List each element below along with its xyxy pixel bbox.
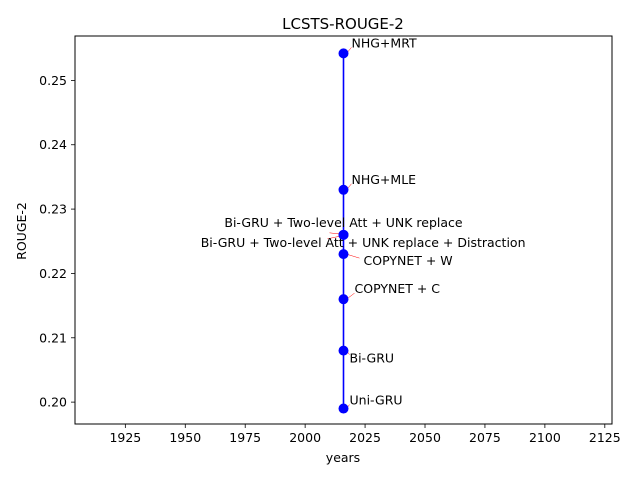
annotation-label: NHG+MRT	[352, 35, 417, 50]
x-tick-label: 1925	[109, 430, 141, 445]
x-tick-label: 2025	[349, 430, 381, 445]
data-point	[338, 229, 349, 240]
y-tick-label: 0.25	[39, 73, 67, 88]
annotation-label: Uni-GRU	[350, 393, 403, 408]
data-point	[338, 294, 349, 305]
y-tick-label: 0.20	[39, 395, 67, 410]
plot-area: 1925 1950 1975 2000 2025 2050 2075 2100 2125 0.20…	[39, 35, 621, 445]
data-point	[338, 345, 349, 356]
annotation-label: NHG+MLE	[352, 172, 417, 187]
x-tick-label: 2050	[409, 430, 441, 445]
data-point	[338, 403, 349, 414]
annotation-label: Bi-GRU	[350, 351, 395, 366]
annotation-label: Bi-GRU + Two-level Att + UNK replace + D…	[201, 235, 526, 250]
x-tick-label: 2100	[529, 430, 561, 445]
y-axis-title: ROUGE-2	[14, 202, 29, 260]
annotation-label: COPYNET + C	[355, 281, 441, 296]
chart-title: LCSTS-ROUGE-2	[282, 15, 404, 33]
y-tick-label: 0.24	[39, 137, 67, 152]
x-tick-label: 1950	[169, 430, 201, 445]
y-tick-label: 0.21	[39, 330, 67, 345]
data-point	[338, 249, 349, 260]
y-tick-label: 0.22	[39, 266, 67, 281]
annotation-arrow	[346, 253, 360, 259]
x-axis-title: years	[326, 450, 360, 465]
data-point	[338, 48, 349, 59]
data-point	[338, 184, 349, 195]
annotation-label: COPYNET + W	[364, 253, 453, 268]
y-tick-label: 0.23	[39, 202, 67, 217]
x-tick-label: 1975	[229, 430, 261, 445]
x-tick-label: 2000	[289, 430, 321, 445]
x-tick-label: 2075	[469, 430, 501, 445]
plot-frame	[74, 35, 613, 425]
x-tick-label: 2125	[589, 430, 621, 445]
annotation-label: Bi-GRU + Two-level Att + UNK replace	[224, 215, 463, 230]
